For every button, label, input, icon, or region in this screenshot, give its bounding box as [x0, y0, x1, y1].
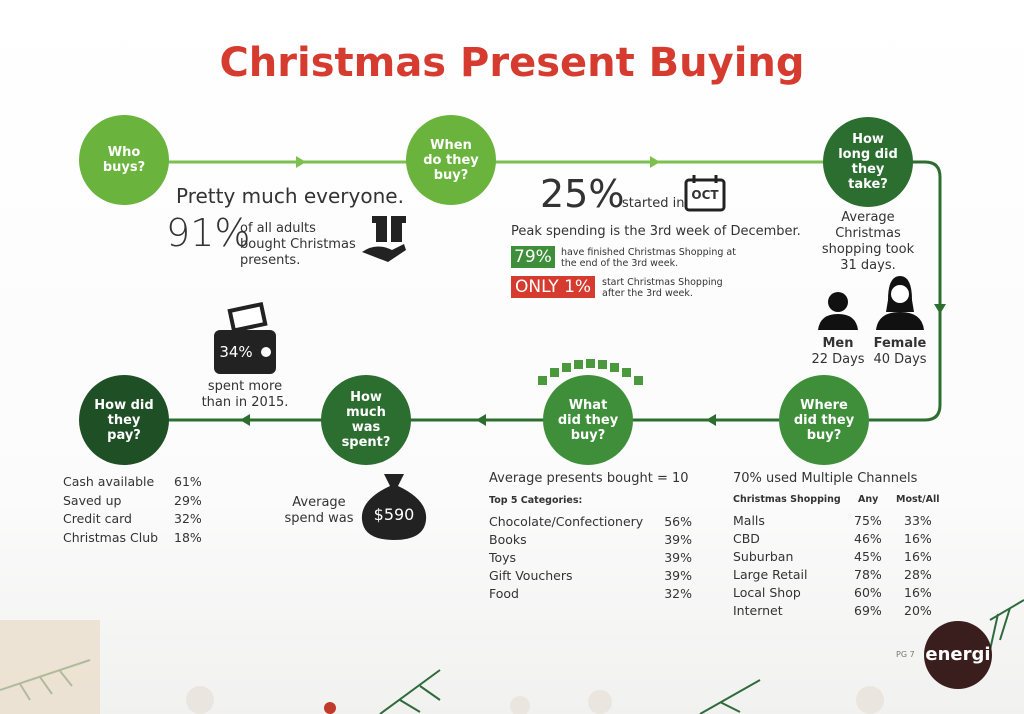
row-value: 16%	[904, 585, 932, 600]
row-value: 75%	[854, 513, 882, 528]
row-label: Chocolate/Confectionery	[489, 514, 644, 529]
row-label: Internet	[733, 603, 783, 618]
duration-text: Average Christmas shopping took 31 days.	[821, 210, 915, 273]
badge-text: have finished Christmas Shopping at the …	[561, 247, 736, 269]
row-value: 61%	[174, 474, 202, 489]
row-value: 20%	[904, 603, 932, 618]
row-label: Books	[489, 532, 527, 547]
row-value: 46%	[854, 531, 882, 546]
row-value: 45%	[854, 549, 882, 564]
table-header: Christmas Shopping	[733, 494, 841, 505]
step-circle: How much was spent?	[321, 375, 411, 465]
row-label: Malls	[733, 513, 765, 528]
row-value: 39%	[664, 550, 692, 565]
row-value: 16%	[904, 531, 932, 546]
logo: energi	[925, 644, 991, 665]
row-value: 28%	[904, 567, 932, 582]
what-subhead: Top 5 Categories:	[489, 495, 583, 506]
badge-text: start Christmas Shopping after the 3rd w…	[602, 277, 723, 299]
row-label: Toys	[489, 550, 517, 565]
wallet-stat: 34%	[219, 343, 253, 361]
step-circle: Who buys?	[79, 115, 169, 205]
row-value: 18%	[174, 529, 202, 545]
step-circle: What did they buy?	[543, 375, 633, 465]
where-intro: 70% used Multiple Channels	[733, 471, 918, 486]
amount: $590	[373, 505, 415, 524]
row-label: Gift Vouchers	[489, 568, 573, 583]
row-label: CBD	[733, 531, 760, 546]
table-header: Most/All	[896, 494, 940, 505]
row-value: 29%	[174, 492, 202, 508]
row-value: 32%	[664, 586, 692, 601]
step-circle: Where did they buy?	[779, 375, 869, 465]
row-label: Saved up	[63, 492, 122, 508]
step-circle: How did they pay?	[79, 375, 169, 465]
average-text: Average spend was	[284, 495, 354, 526]
title: Christmas Present Buying	[219, 40, 805, 86]
row-value: 16%	[904, 549, 932, 564]
row-value: 56%	[664, 514, 692, 529]
table-header: Any	[858, 494, 879, 505]
group-days: 22 Days	[811, 352, 865, 367]
group-label: Female	[873, 336, 927, 351]
row-value: 39%	[664, 532, 692, 547]
peak-text: Peak spending is the 3rd week of Decembe…	[511, 224, 801, 239]
step-circle: When do they buy?	[406, 115, 496, 205]
row-label: Credit card	[63, 511, 132, 526]
page-number: PG 7	[896, 650, 915, 659]
group-days: 40 Days	[873, 352, 927, 367]
row-value: 32%	[174, 511, 202, 526]
row-label: Suburban	[733, 549, 794, 564]
row-value: 69%	[854, 603, 882, 618]
increase-text: spent more than in 2015.	[201, 379, 289, 410]
row-label: Food	[489, 586, 519, 601]
row-label: Christmas Club	[63, 529, 159, 545]
row-value: 33%	[904, 513, 932, 528]
row-value: 60%	[854, 585, 882, 600]
row-label: Local Shop	[733, 585, 801, 600]
row-label: Large Retail	[733, 567, 808, 582]
row-value: 78%	[854, 567, 882, 582]
stat: 25%	[540, 172, 625, 216]
headline: Pretty much everyone.	[176, 184, 404, 208]
calendar-label: OCT	[691, 188, 719, 202]
badge: 79%	[511, 246, 555, 268]
group-label: Men	[822, 336, 854, 351]
stat-text: of all adults bought Christmas presents.	[240, 221, 356, 268]
stat-text: started in	[622, 196, 685, 211]
stat: 91%	[166, 211, 251, 255]
what-intro: Average presents bought = 10	[489, 471, 689, 486]
row-label: Cash available	[63, 474, 155, 489]
badge: ONLY 1%	[511, 276, 596, 298]
step-circle: How long did they take?	[823, 117, 913, 207]
row-value: 39%	[664, 568, 692, 583]
